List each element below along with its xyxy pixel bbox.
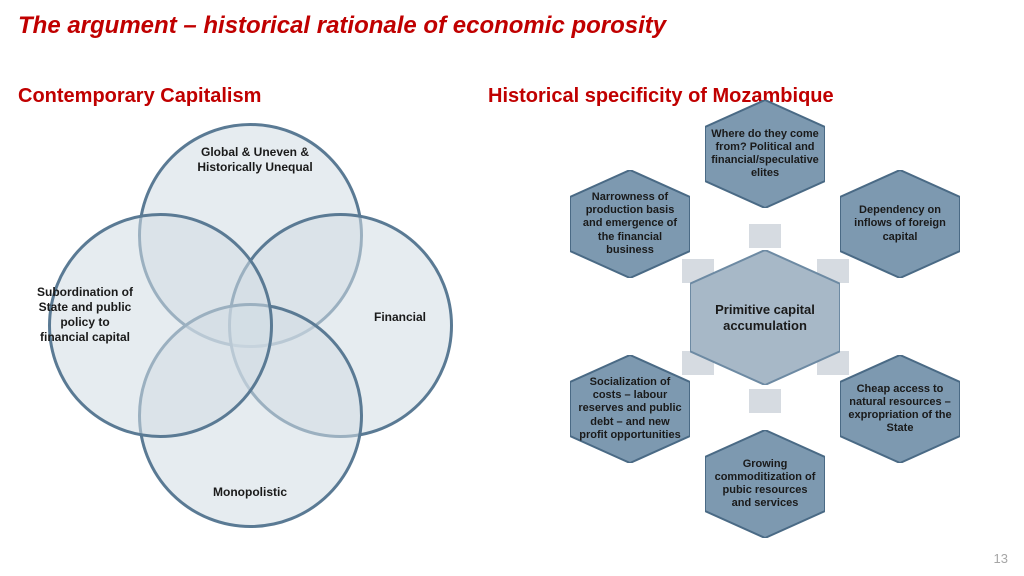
hex-nw: Narrowness of production basis and emerg… <box>570 170 690 278</box>
venn-label-top: Global & Uneven & Historically Unequal <box>195 145 315 175</box>
venn-diagram: Global & Uneven & Historically Unequal Fi… <box>30 115 470 555</box>
hex-s: Growing commoditization of pubic resourc… <box>705 430 825 538</box>
venn-label-right: Financial <box>360 310 440 325</box>
hex-n-label: Where do they come from? Political and f… <box>703 128 827 181</box>
hex-sw: Socialization of costs – labour reserves… <box>570 355 690 463</box>
hex-ne-label: Dependency on inflows of foreign capital <box>840 204 960 244</box>
hex-nw-label: Narrowness of production basis and emerg… <box>570 191 690 257</box>
slide-title: The argument – historical rationale of e… <box>18 12 666 40</box>
venn-label-bottom: Monopolistic <box>200 485 300 500</box>
hex-connector-n <box>749 224 781 248</box>
hex-cluster: Primitive capital accumulation Narrownes… <box>510 100 1010 570</box>
hex-se-label: Cheap access to natural resources – expr… <box>840 383 960 436</box>
left-subheading: Contemporary Capitalism <box>18 85 261 108</box>
hex-sw-label: Socialization of costs – labour reserves… <box>570 376 690 442</box>
venn-label-left: Subordination of State and public policy… <box>35 285 135 345</box>
hex-n: Where do they come from? Political and f… <box>705 100 825 208</box>
hex-s-label: Growing commoditization of pubic resourc… <box>705 458 825 511</box>
hex-se: Cheap access to natural resources – expr… <box>840 355 960 463</box>
hex-connector-s <box>749 389 781 413</box>
hex-center: Primitive capital accumulation <box>690 250 840 385</box>
hex-ne: Dependency on inflows of foreign capital <box>840 170 960 278</box>
hex-center-label: Primitive capital accumulation <box>690 302 840 333</box>
